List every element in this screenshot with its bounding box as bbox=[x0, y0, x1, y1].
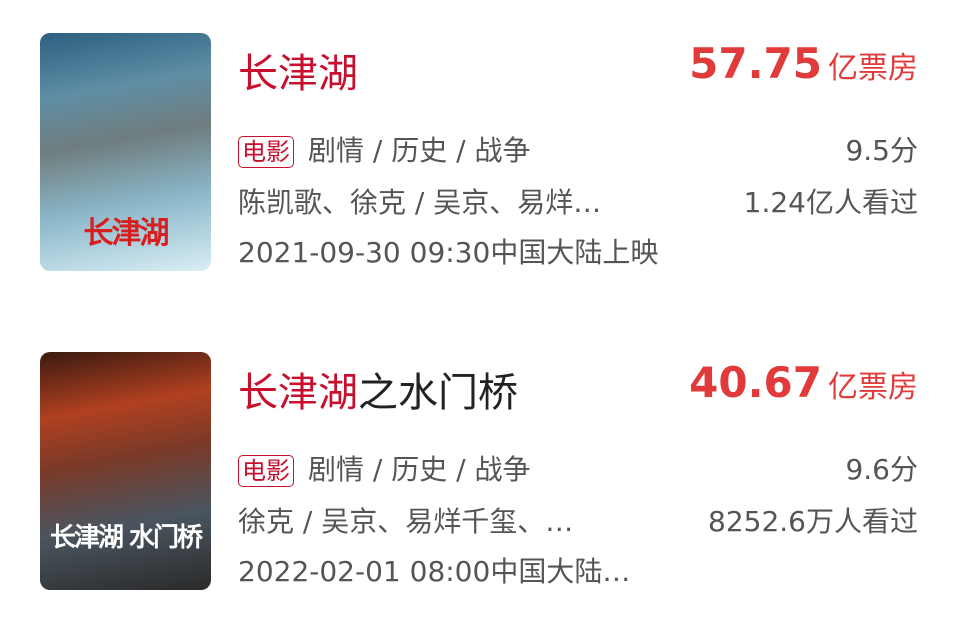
genres: 剧情 / 历史 / 战争 bbox=[308, 453, 531, 486]
score: 9.5分 bbox=[845, 134, 918, 167]
movie-title[interactable]: 长津湖之水门桥 bbox=[238, 370, 518, 416]
movie-poster[interactable]: 长津湖 水门桥 bbox=[40, 352, 211, 590]
movie-title[interactable]: 长津湖 bbox=[238, 51, 358, 97]
cast: 陈凯歌、徐克 / 吴京、易烊… bbox=[238, 186, 602, 219]
viewers: 8252.6万人看过 bbox=[708, 505, 918, 538]
movie-tag: 电影 bbox=[238, 455, 294, 487]
movie-poster[interactable]: 长津湖 bbox=[40, 33, 211, 271]
movie-tag: 电影 bbox=[238, 136, 294, 168]
cast: 徐克 / 吴京、易烊千玺、… bbox=[238, 505, 574, 538]
movie-item[interactable]: 长津湖 水门桥 长津湖之水门桥 40.67 亿票房 电影 剧情 / 历史 / 战争 9… bbox=[0, 352, 960, 612]
box-office: 57.75 亿票房 bbox=[689, 39, 918, 88]
genres: 剧情 / 历史 / 战争 bbox=[308, 134, 531, 167]
score: 9.6分 bbox=[845, 453, 918, 486]
box-office: 40.67 亿票房 bbox=[689, 358, 918, 407]
release-date: 2021-09-30 09:30中国大陆上映 bbox=[238, 236, 659, 269]
viewers: 1.24亿人看过 bbox=[743, 186, 918, 219]
release-date: 2022-02-01 08:00中国大陆… bbox=[238, 555, 631, 588]
movie-item[interactable]: 长津湖 长津湖 57.75 亿票房 电影 剧情 / 历史 / 战争 9.5分 陈凯歌、… bbox=[0, 33, 960, 293]
